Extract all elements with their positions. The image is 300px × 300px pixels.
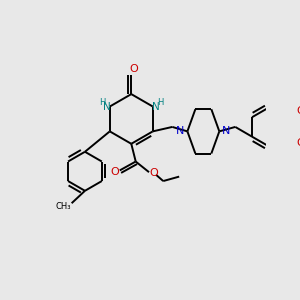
- Text: CH₃: CH₃: [55, 202, 70, 211]
- Text: H: H: [100, 98, 106, 107]
- Text: H: H: [157, 98, 163, 107]
- Text: O: O: [297, 106, 300, 116]
- Text: O: O: [110, 167, 119, 177]
- Text: N: N: [103, 101, 111, 112]
- Text: N: N: [222, 126, 231, 136]
- Text: O: O: [297, 138, 300, 148]
- Text: N: N: [176, 126, 184, 136]
- Text: O: O: [149, 168, 158, 178]
- Text: O: O: [130, 64, 138, 74]
- Text: N: N: [152, 101, 159, 112]
